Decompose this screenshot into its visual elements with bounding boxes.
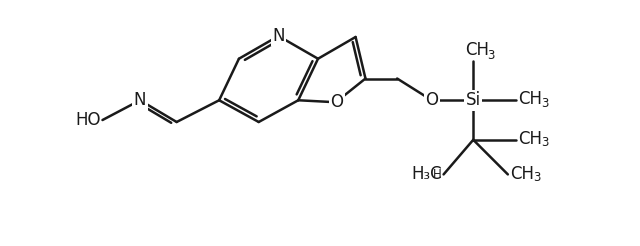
Text: HO: HO bbox=[75, 111, 100, 129]
Text: 3: 3 bbox=[487, 49, 495, 62]
Text: CH: CH bbox=[518, 90, 541, 108]
Text: N: N bbox=[134, 91, 147, 109]
Text: CH: CH bbox=[465, 41, 490, 59]
Text: N: N bbox=[272, 27, 285, 45]
Text: H₃C: H₃C bbox=[411, 165, 442, 184]
Text: Si: Si bbox=[466, 91, 481, 109]
Text: CH: CH bbox=[518, 130, 541, 148]
Text: O: O bbox=[425, 91, 438, 109]
Text: H: H bbox=[433, 168, 442, 181]
Text: 3: 3 bbox=[541, 136, 549, 149]
Text: 3: 3 bbox=[541, 97, 549, 110]
Text: 3: 3 bbox=[534, 171, 541, 184]
Text: O: O bbox=[330, 93, 343, 111]
Text: CH: CH bbox=[510, 165, 534, 184]
